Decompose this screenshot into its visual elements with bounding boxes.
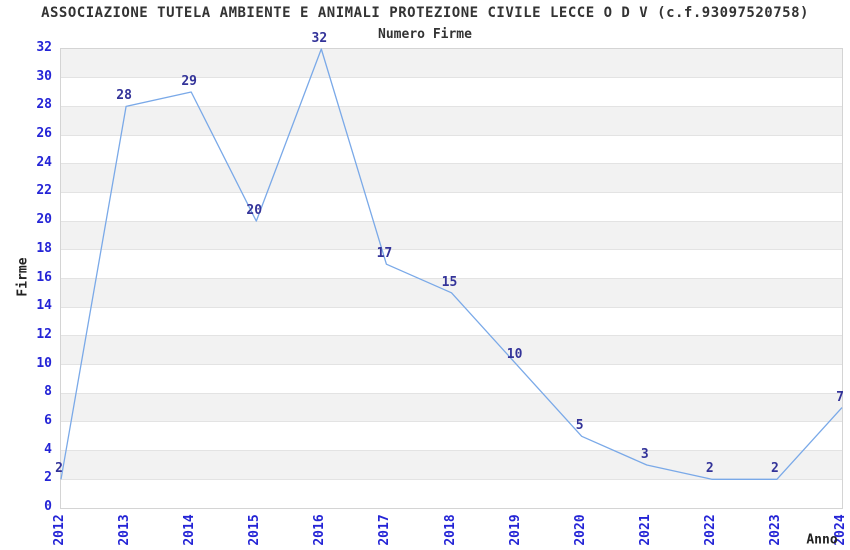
data-label: 7	[836, 389, 844, 405]
data-label: 32	[311, 31, 328, 46]
y-tick-label: 12	[36, 326, 52, 342]
data-label: 2	[705, 461, 714, 477]
x-tick-label: 2020	[572, 514, 588, 546]
gridline	[61, 105, 842, 107]
gridline	[61, 335, 842, 337]
grid-band	[61, 335, 842, 365]
gridline	[61, 191, 842, 193]
gridline	[61, 134, 842, 136]
x-tick-label: 2014	[182, 514, 198, 546]
grid-band	[61, 49, 842, 78]
y-tick-label: 24	[36, 154, 52, 170]
data-label: 17	[376, 246, 393, 262]
grid-band	[61, 450, 842, 480]
y-tick-label: 20	[36, 212, 52, 228]
chart-title: ASSOCIAZIONE TUTELA AMBIENTE E ANIMALI P…	[41, 5, 809, 21]
data-label: 10	[506, 346, 523, 362]
y-tick-label: 32	[36, 40, 52, 55]
gridline	[61, 392, 842, 394]
gridline	[61, 220, 842, 222]
x-axis-title: Anno	[806, 532, 838, 548]
data-label: 5	[575, 418, 584, 434]
y-tick-label: 2	[44, 470, 52, 486]
y-tick-label: 16	[36, 269, 52, 285]
y-tick-label: 0	[44, 499, 52, 514]
gridline	[61, 278, 842, 279]
y-tick-label: 22	[36, 183, 52, 199]
y-tick-label: 14	[36, 298, 52, 314]
data-label: 3	[640, 446, 649, 462]
x-tick-label: 2013	[117, 514, 133, 546]
y-tick-label: 8	[44, 384, 52, 400]
y-tick-label: 28	[36, 97, 52, 113]
data-label: 20	[246, 203, 263, 219]
x-tick-label: 2022	[702, 514, 718, 546]
x-tick-label: 2021	[637, 514, 653, 546]
x-tick-label: 2017	[377, 514, 393, 546]
data-label: 2	[770, 461, 779, 477]
y-tick-label: 30	[36, 68, 52, 84]
gridline	[61, 163, 842, 165]
y-tick-label: 6	[44, 412, 52, 428]
line-series-svg	[60, 48, 843, 480]
x-tick-label: 2016	[312, 514, 328, 546]
gridline	[61, 77, 842, 79]
grid-band	[61, 106, 842, 136]
x-tick-label: 2023	[767, 514, 783, 546]
line-series	[60, 48, 843, 480]
x-tick-label: 2018	[442, 514, 458, 546]
x-tick-label: 2019	[507, 514, 523, 546]
gridline	[61, 478, 842, 480]
x-tick-label: 2015	[247, 514, 263, 546]
data-label: 29	[181, 74, 197, 90]
data-label: 2	[55, 461, 63, 477]
grid-band	[61, 221, 842, 250]
y-tick-label: 4	[44, 441, 52, 457]
data-label: 15	[441, 274, 458, 290]
y-tick-label: 18	[36, 240, 52, 256]
gridline	[61, 421, 842, 423]
gridline	[61, 249, 842, 251]
data-label: 28	[116, 88, 132, 104]
grid-band	[61, 393, 842, 422]
gridline	[61, 306, 842, 308]
plot-area: 2 28 29 20 32 17 15 10 5 3 2 2 7	[55, 31, 844, 509]
grid-band	[61, 163, 842, 193]
y-tick-label: 26	[36, 126, 52, 142]
y-tick-label: 10	[36, 355, 52, 371]
gridline	[61, 450, 842, 452]
chart-subtitle: Numero Firme	[378, 27, 472, 42]
gridline	[61, 364, 842, 366]
x-tick-label: 2012	[52, 514, 67, 546]
